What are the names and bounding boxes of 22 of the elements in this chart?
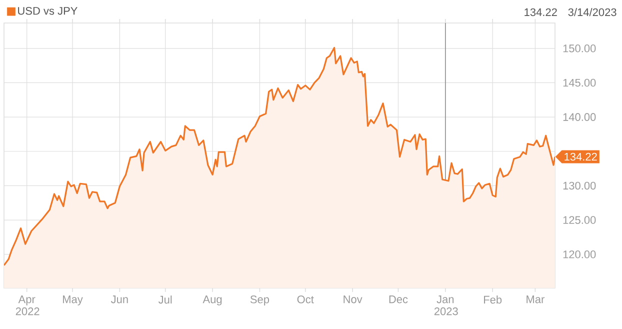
x-tick-label: Jul: [158, 296, 172, 304]
x-tick-label: Nov: [344, 296, 362, 304]
x-tick-label: May: [63, 296, 83, 306]
x-tick-label: Mar: [526, 296, 544, 304]
y-tick-label: 140.00: [563, 113, 596, 121]
x-tick-label: Sep: [250, 296, 270, 306]
y-tick-label: 145.00: [563, 78, 596, 87]
x-tick-label: Apr 2022: [16, 296, 40, 316]
x-tick-label: Dec: [389, 296, 408, 304]
legend-label: USD vs JPY: [18, 6, 78, 15]
y-tick-label: 150.00: [563, 44, 596, 52]
x-tick-label: Oct: [297, 296, 314, 304]
x-tick-label: Jun: [110, 296, 128, 304]
y-tick-label: 125.00: [563, 216, 596, 224]
annotation: 134.22: [564, 152, 597, 161]
y-tick-label: 120.00: [563, 250, 596, 258]
y-tick-label: 130.00: [563, 182, 596, 190]
x-tick-label: Jan 2023: [434, 296, 458, 316]
x-tick-label: Aug: [202, 296, 222, 306]
text: 134.22: [524, 8, 557, 16]
text: 3/14/2023: [568, 8, 616, 16]
x-tick-label: Feb: [484, 296, 502, 304]
